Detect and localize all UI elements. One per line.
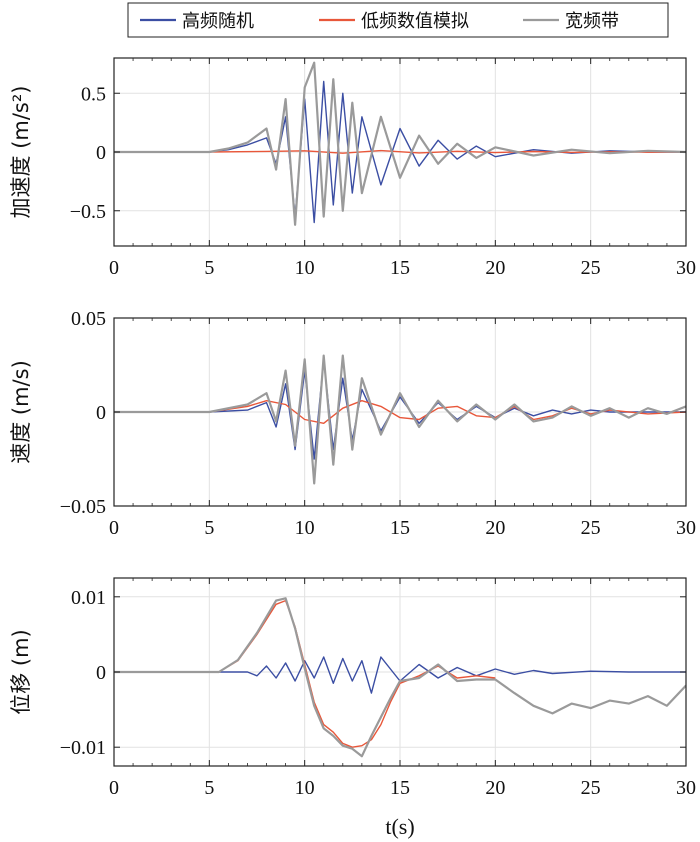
series-line-1 (114, 358, 686, 460)
y-axis-label: 加速度 (m/s²) (9, 86, 33, 219)
legend-label: 宽频带 (565, 11, 619, 32)
x-axis-label: t(s) (385, 814, 414, 839)
x-tick-label: 5 (204, 257, 214, 279)
x-tick-label: 25 (581, 517, 601, 539)
legend: 高频随机 低频数值模拟 宽频带 (127, 2, 669, 38)
x-tick-label: 25 (581, 777, 601, 799)
x-tick-label: 0 (109, 517, 119, 539)
x-tick-label: 25 (581, 257, 601, 279)
x-tick-label: 15 (390, 517, 410, 539)
series-line-3 (114, 597, 686, 758)
x-tick-label: 0 (109, 777, 119, 799)
x-tick-label: 5 (204, 777, 214, 799)
y-axis-label: 速度 (m/s) (9, 360, 33, 464)
legend-label: 低频数值模拟 (361, 11, 469, 32)
x-tick-label: 15 (390, 257, 410, 279)
y-tick-label: −0.01 (60, 737, 106, 759)
series-line-1 (114, 656, 686, 694)
x-tick-label: 0 (109, 257, 119, 279)
x-tick-label: 30 (676, 257, 696, 279)
x-tick-label: 20 (485, 257, 505, 279)
x-tick-label: 10 (295, 257, 315, 279)
y-tick-label: 0 (96, 142, 106, 164)
x-tick-label: 5 (204, 517, 214, 539)
chart-panel-1: 0 5 10 15 20 25 30 0.5 0 −0.5 加速度 (m/s²) (9, 57, 696, 279)
series-line-3 (114, 354, 686, 485)
y-tick-label: 0.5 (81, 83, 106, 105)
y-tick-label: 0.05 (71, 308, 106, 330)
x-tick-label: 30 (676, 777, 696, 799)
x-tick-label: 10 (295, 517, 315, 539)
y-tick-label: 0 (96, 402, 106, 424)
y-tick-label: 0.01 (71, 587, 106, 609)
y-tick-label: −0.5 (70, 201, 106, 223)
legend-label: 高频随机 (182, 11, 254, 32)
series-line-3 (114, 61, 686, 226)
legend-box (127, 2, 669, 38)
x-tick-label: 20 (485, 517, 505, 539)
x-tick-label: 20 (485, 777, 505, 799)
x-tick-label: 10 (295, 777, 315, 799)
y-tick-label: −0.05 (60, 496, 106, 518)
y-tick-label: 0 (96, 662, 106, 684)
y-axis-label: 位移 (m) (9, 629, 33, 715)
x-tick-label: 15 (390, 777, 410, 799)
x-tick-label: 30 (676, 517, 696, 539)
